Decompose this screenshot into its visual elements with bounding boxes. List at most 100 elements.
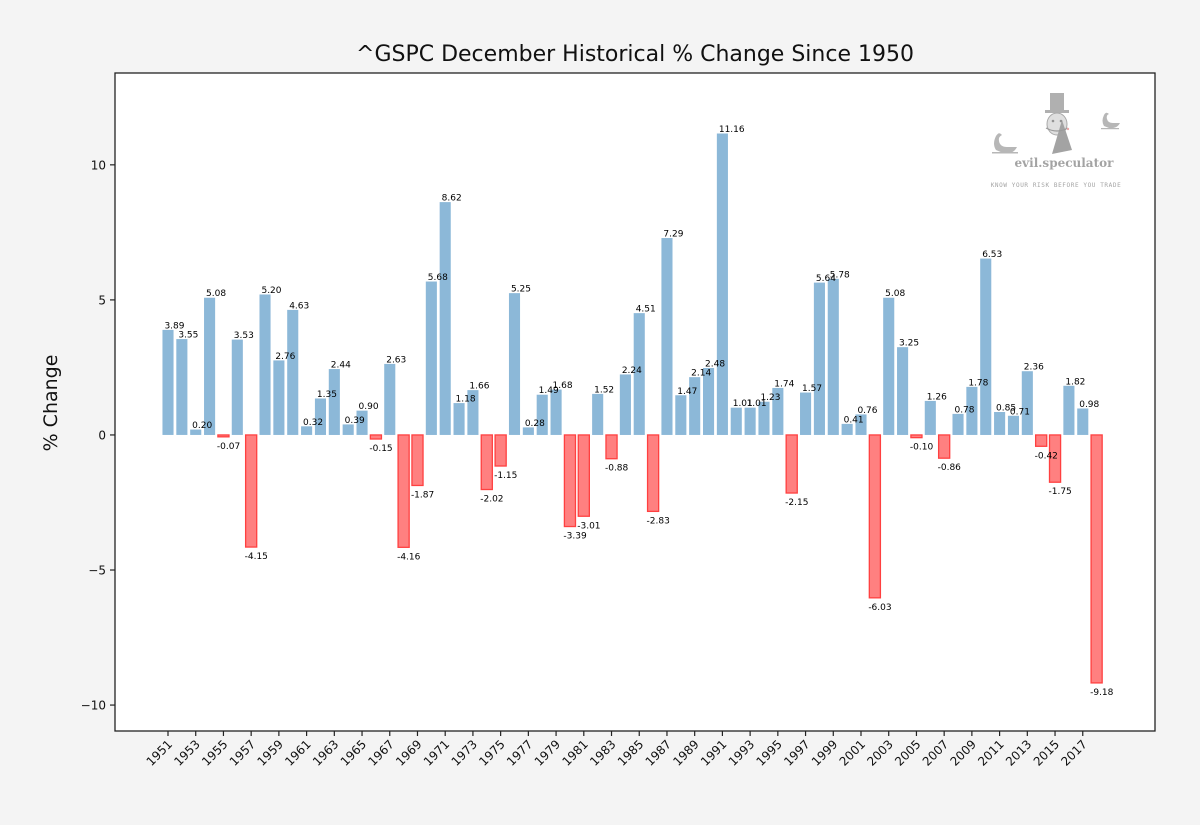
data-label-2017: 0.98: [1079, 400, 1099, 410]
watermark-tagline: KNOW YOUR RISK BEFORE YOU TRADE: [991, 182, 1122, 189]
bar-1951: [162, 329, 174, 435]
bar-1971: [439, 202, 451, 435]
data-label-2004: 3.25: [899, 339, 919, 349]
data-label-1994: 1.23: [760, 393, 780, 403]
data-label-2016: 1.82: [1065, 377, 1085, 387]
bar-1968: [397, 434, 410, 548]
bar-1999: [827, 278, 839, 435]
y-axis-label: % Change: [40, 355, 62, 452]
bar-1980: [563, 434, 577, 528]
y-tick-label: −10: [81, 699, 106, 713]
data-label-1966: -0.15: [369, 444, 392, 454]
data-label-2003: 5.08: [885, 289, 905, 299]
bar-2007: [937, 434, 951, 459]
data-label-2000: 0.41: [844, 415, 864, 425]
data-label-1958: 5.20: [261, 286, 281, 296]
bar-1993: [744, 407, 756, 435]
data-label-2005: -0.10: [910, 443, 934, 453]
chart-title: ^GSPC December Historical % Change Since…: [356, 42, 914, 67]
y-axis: −10 −5 0 5 10: [81, 158, 115, 713]
bar-2018: [1090, 434, 1103, 684]
data-label-1955: -0.07: [217, 442, 240, 452]
data-label-1990: 2.48: [705, 359, 725, 369]
bar-1958: [259, 294, 271, 435]
bar-1970: [425, 281, 437, 435]
data-label-1951: 3.89: [164, 321, 184, 331]
bar-1974: [480, 434, 493, 491]
bar-2005: [910, 434, 923, 439]
data-label-1980: -3.39: [563, 532, 587, 542]
bar-1972: [453, 403, 465, 435]
bar-1954: [204, 297, 216, 435]
bar-1975: [494, 434, 507, 467]
data-label-2012: 0.71: [1010, 407, 1030, 417]
bar-2002: [868, 434, 882, 599]
data-label-1964: 0.39: [345, 416, 365, 426]
data-label-1963: 2.44: [331, 361, 351, 371]
data-label-1978: 1.49: [539, 386, 559, 396]
data-label-1972: 1.18: [456, 395, 476, 405]
bar-1978: [536, 394, 548, 435]
bar-2013: [1021, 371, 1033, 435]
data-label-1988: 1.47: [677, 387, 697, 397]
bar-1964: [342, 424, 354, 435]
bar-1956: [231, 339, 243, 435]
data-label-1975: -1.15: [494, 471, 517, 481]
bars-group: [162, 133, 1103, 684]
data-label-2014: -0.42: [1035, 451, 1058, 461]
data-label-1976: 5.25: [511, 285, 531, 295]
bar-2017: [1077, 408, 1089, 435]
bar-1987: [661, 238, 673, 435]
data-label-1996: -2.15: [785, 498, 808, 508]
data-label-1998: 5.64: [816, 274, 836, 284]
bar-2009: [966, 386, 978, 435]
data-label-1969: -1.87: [411, 490, 434, 500]
data-label-1953: 0.20: [192, 421, 212, 431]
data-label-1959: 2.76: [275, 352, 295, 362]
data-label-1957: -4.15: [245, 552, 268, 562]
bar-1994: [758, 401, 770, 435]
data-label-2011: 0.85: [996, 403, 1016, 413]
bar-2008: [952, 413, 964, 435]
bar-2011: [994, 411, 1006, 435]
bar-2010: [980, 258, 992, 435]
bar-2001: [855, 414, 867, 435]
data-label-1982: 1.52: [594, 385, 614, 395]
bar-1959: [273, 360, 285, 435]
y-tick-label: −5: [88, 564, 106, 578]
bar-1962: [314, 398, 327, 435]
data-label-1973: 1.66: [469, 382, 489, 392]
bar-1953: [190, 429, 202, 435]
evil-speculator-watermark: evil.speculator KNOW YOUR RISK BEFORE YO…: [991, 93, 1122, 189]
data-label-2002: -6.03: [868, 603, 891, 613]
bar-2015: [1048, 434, 1062, 483]
top-hat-villain-icon: [1045, 93, 1072, 154]
bar-2016: [1063, 385, 1075, 435]
data-label-2006: 1.26: [927, 392, 947, 402]
bar-2014: [1034, 434, 1048, 447]
y-tick-label: 5: [98, 293, 106, 307]
bar-1981: [577, 434, 591, 517]
bar-2012: [1007, 415, 1020, 435]
bar-1955: [217, 434, 230, 438]
data-label-1954: 5.08: [206, 289, 226, 299]
bar-1998: [813, 282, 825, 435]
bar-1979: [550, 389, 562, 435]
data-label-1962: 1.35: [317, 390, 337, 400]
data-label-1961: 0.32: [303, 418, 323, 428]
swan-icon: [1101, 112, 1120, 130]
bar-1986: [646, 434, 660, 513]
bar-1967: [384, 363, 396, 435]
y-tick-label: 0: [98, 428, 106, 442]
bar-1966: [369, 434, 383, 440]
bar-1997: [800, 392, 812, 435]
bar-1957: [244, 434, 258, 548]
bar-1960: [287, 309, 299, 435]
data-label-1968: -4.16: [397, 552, 421, 562]
bar-2004: [897, 347, 909, 435]
data-label-2001: 0.76: [857, 406, 877, 416]
data-label-2013: 2.36: [1024, 363, 1044, 373]
data-label-1983: -0.88: [605, 464, 629, 474]
data-label-1984: 2.24: [622, 366, 642, 376]
data-label-1979: 1.68: [553, 381, 573, 391]
